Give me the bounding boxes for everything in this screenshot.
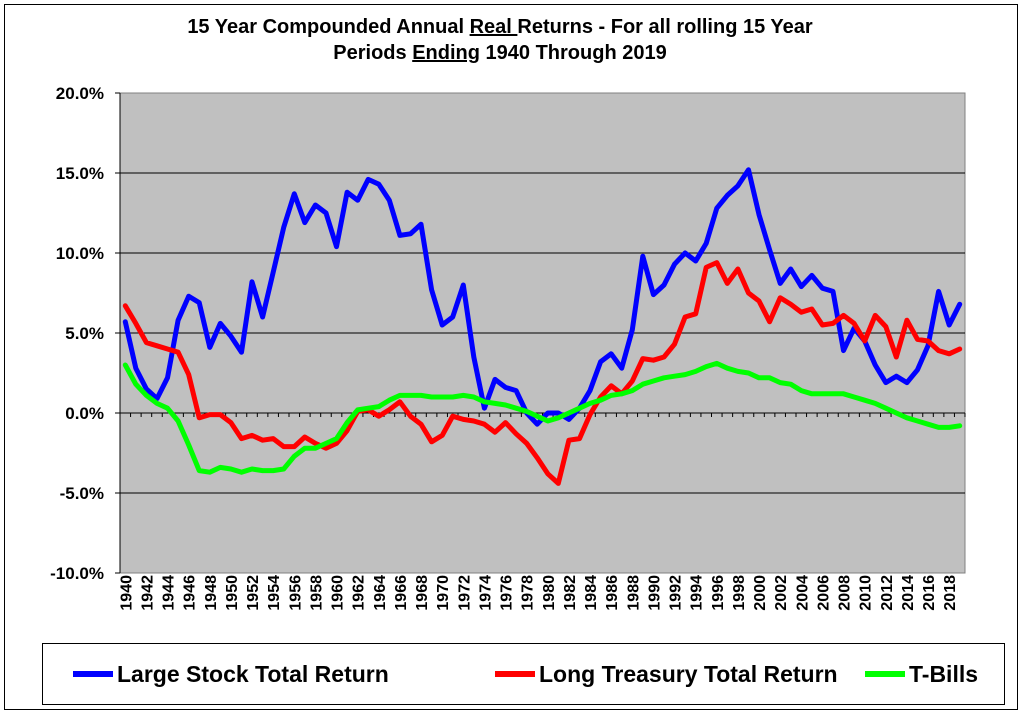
x-tick-label: 1944 [161, 575, 178, 611]
x-tick-label: 1968 [414, 575, 431, 611]
x-tick-label: 1974 [477, 575, 494, 611]
series-line-t-bills [122, 360, 963, 475]
x-tick-label: 1998 [731, 575, 748, 611]
x-tick-label: 1940 [118, 575, 135, 611]
x-tick-label: 1942 [139, 575, 156, 611]
legend-swatch-tbills [865, 671, 905, 677]
x-tick-label: 1976 [499, 575, 516, 611]
series-line-long-treasury-total-return [122, 260, 963, 486]
x-tick-label: 2004 [794, 575, 811, 611]
legend: Large Stock Total Return Long Treasury T… [42, 643, 1005, 705]
x-tick-label: 2010 [858, 575, 875, 611]
legend-swatch-long-treasury [495, 671, 535, 677]
y-tick-label: 5.0% [65, 324, 104, 343]
x-tick-label: 1948 [203, 575, 220, 611]
x-tick-label: 1946 [182, 575, 199, 611]
chart-frame [4, 4, 1018, 710]
x-tick-label: 1996 [710, 575, 727, 611]
x-tick-label: 1984 [583, 575, 600, 611]
legend-label-long-treasury: Long Treasury Total Return [539, 660, 838, 687]
chart-title: 15 Year Compounded Annual Real Returns -… [0, 14, 1000, 66]
title-line-2: Periods Ending 1940 Through 2019 [333, 42, 667, 64]
x-tick-label: 1960 [330, 575, 347, 611]
x-tick-label: 1954 [266, 575, 283, 611]
x-tick-label: 2014 [900, 575, 917, 611]
x-tick-label: 1978 [520, 575, 537, 611]
y-tick-label: 0.0% [65, 404, 104, 423]
title-line-1: 15 Year Compounded Annual Real Returns -… [187, 16, 813, 38]
x-tick-label: 1992 [668, 575, 685, 611]
x-tick-label: 2012 [879, 575, 896, 611]
x-tick-label: 1962 [351, 575, 368, 611]
y-tick-label: 20.0% [56, 84, 104, 103]
x-tick-label: 1966 [393, 575, 410, 611]
x-tick-label: 2016 [921, 575, 938, 611]
legend-label-tbills: T-Bills [909, 660, 979, 687]
x-tick-label: 2006 [815, 575, 832, 611]
x-tick-label: 1958 [308, 575, 325, 611]
x-tick-label: 2002 [773, 575, 790, 611]
x-tick-label: 1956 [287, 575, 304, 611]
y-tick-label: 10.0% [56, 244, 104, 263]
legend-item-large-stock: Large Stock Total Return [73, 644, 389, 704]
x-tick-label: 1972 [456, 575, 473, 611]
x-tick-label: 1994 [689, 575, 706, 611]
legend-label-large-stock: Large Stock Total Return [117, 660, 389, 687]
x-tick-label: 1970 [435, 575, 452, 611]
legend-swatch-large-stock [73, 671, 113, 677]
x-tick-label: 1950 [224, 575, 241, 611]
x-tick-label: 1952 [245, 575, 262, 611]
x-tick-label: 1988 [625, 575, 642, 611]
x-tick-label: 1964 [372, 575, 389, 611]
legend-item-tbills: T-Bills [865, 644, 978, 704]
y-tick-label: -5.0% [60, 484, 104, 503]
y-tick-label: -10.0% [50, 564, 104, 583]
x-tick-label: 1980 [541, 575, 558, 611]
x-tick-label: 1982 [562, 575, 579, 611]
legend-item-long-treasury: Long Treasury Total Return [495, 644, 838, 704]
x-tick-label: 1986 [604, 575, 621, 611]
y-tick-label: 15.0% [56, 164, 104, 183]
x-tick-label: 2000 [752, 575, 769, 611]
x-tick-label: 2008 [837, 575, 854, 611]
x-tick-label: 1990 [646, 575, 663, 611]
x-tick-label: 2018 [942, 575, 959, 611]
